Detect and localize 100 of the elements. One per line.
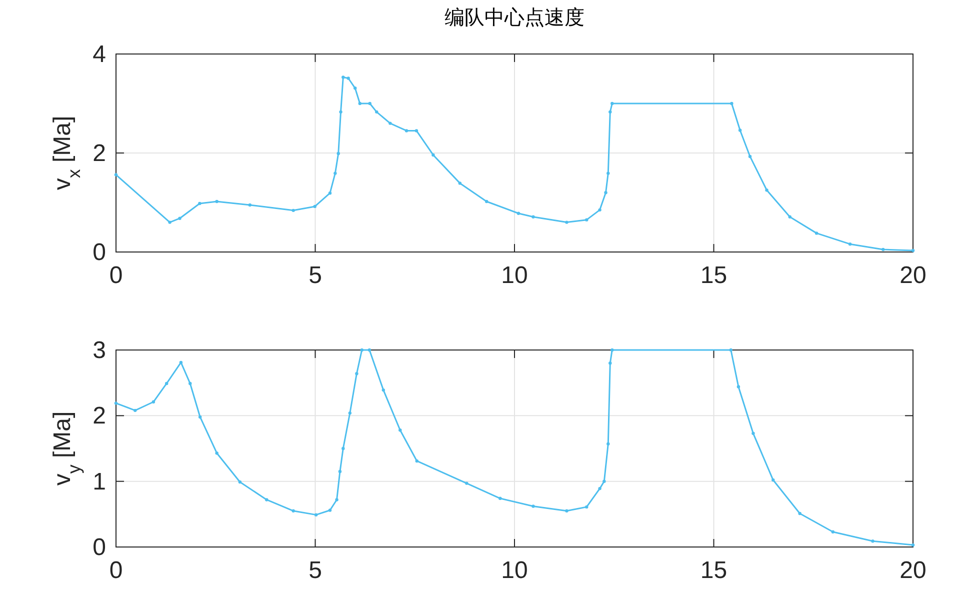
point [339,110,342,114]
y-tick-label: 4 [92,41,106,68]
point [606,442,610,446]
point [610,102,614,106]
point [398,428,402,432]
point [598,208,602,212]
point [748,154,752,158]
point [752,432,755,435]
point [188,382,192,386]
point [730,102,734,106]
point [314,513,318,516]
point [532,504,535,508]
point [354,86,357,90]
point [415,459,418,463]
point [265,498,268,502]
x-tick-label: 15 [700,262,728,289]
point [602,480,606,483]
point [114,173,118,176]
point [388,122,392,125]
point [465,482,468,485]
point [346,76,350,80]
point [606,172,610,175]
point [772,478,775,482]
point [608,362,612,365]
point [798,512,802,516]
y-tick-label: 3 [92,337,106,364]
y-tick-label: 1 [92,468,106,496]
point [736,385,740,388]
point [532,215,535,218]
x-tick-label: 0 [109,262,123,289]
point [152,400,156,404]
point [911,543,915,547]
point [238,480,242,484]
point [335,498,338,502]
point [368,102,372,106]
point [814,232,818,235]
y-tick-label: 2 [92,140,106,167]
point [313,204,316,208]
point [134,408,137,412]
point [738,128,742,132]
x-tick-label: 10 [501,262,528,289]
x-tick-label: 10 [501,557,528,584]
chart-title: 编队中心点速度 [444,7,584,29]
point [871,539,874,543]
point [729,348,732,352]
point [882,248,885,252]
x-tick-label: 5 [308,262,322,289]
point [248,203,252,207]
point [608,110,612,114]
point [375,110,378,114]
point [360,348,364,352]
point [598,486,602,490]
point [485,200,488,204]
y-tick-label: 2 [92,402,106,430]
point [342,446,345,450]
x-tick-label: 20 [900,557,926,584]
point [348,411,352,415]
point [585,218,588,222]
point [610,348,614,352]
x-tick-label: 5 [308,557,322,584]
point [565,220,568,224]
y-tick-label: 0 [92,534,106,561]
point [198,202,202,206]
point [585,505,588,509]
point [338,470,342,474]
point [368,348,372,352]
point [355,372,358,376]
point [404,129,408,132]
point [114,402,118,405]
point [911,248,915,252]
point [179,360,183,364]
point [831,530,834,534]
point [382,388,385,392]
point [168,220,172,224]
point [358,102,362,106]
point [604,191,608,194]
point [342,76,345,79]
point [432,153,435,157]
point [516,212,520,215]
x-tick-label: 0 [109,557,123,584]
x-tick-label: 15 [700,557,728,584]
point [334,172,337,175]
point [292,208,295,212]
point [292,509,295,512]
point [788,215,792,218]
point [848,242,852,246]
y-tick-label: 0 [92,239,106,266]
line-series [114,348,915,547]
point [765,188,768,192]
point [336,152,340,156]
point [458,182,462,185]
x-tick-label: 20 [900,262,926,289]
point [565,509,568,512]
point [328,508,332,512]
point [215,451,218,455]
point [414,129,418,132]
point [198,415,202,419]
point [165,382,168,386]
point [328,191,332,195]
point [178,216,182,220]
